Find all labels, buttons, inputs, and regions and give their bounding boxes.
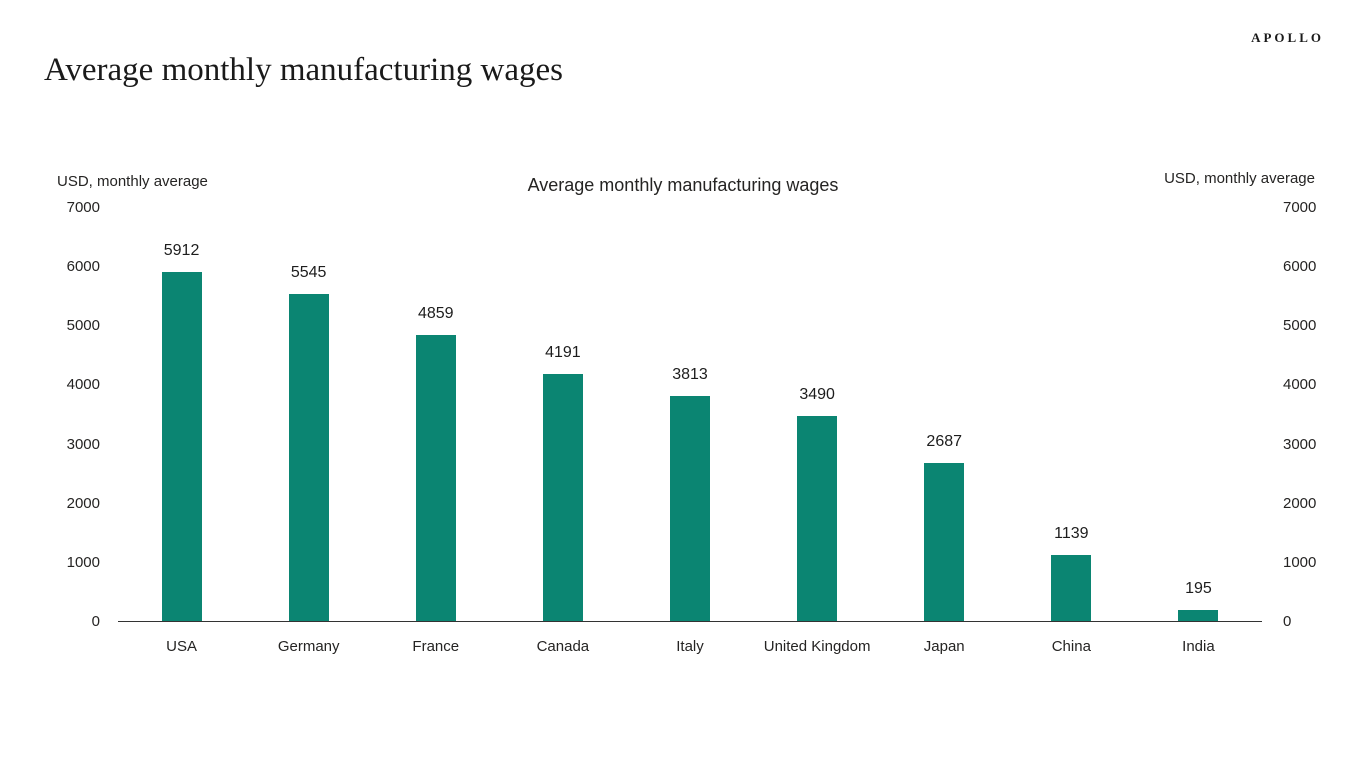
y-axis-tick-left: 6000 [66, 258, 100, 276]
x-axis-category-label: Canada [536, 638, 590, 655]
bar-value-label: 1139 [1054, 525, 1089, 542]
y-axis-tick-left: 1000 [66, 553, 100, 571]
bar-india [1178, 610, 1219, 621]
bar-france [415, 335, 456, 621]
y-axis-tick-right: 4000 [1283, 376, 1317, 394]
x-axis-category-label: Italy [676, 638, 704, 655]
bar-italy [670, 396, 710, 621]
bar-value-label: 5545 [290, 264, 327, 281]
bar-value-label: 4859 [417, 305, 454, 322]
bar-value-label: 3490 [799, 386, 835, 403]
bar-usa [161, 272, 202, 621]
y-axis-tick-left: 5000 [66, 317, 100, 335]
y-axis-tick-right: 6000 [1283, 258, 1317, 276]
bar-canada [542, 374, 583, 621]
bar-value-label: 5912 [163, 242, 200, 259]
y-axis-tick-right: 5000 [1283, 317, 1317, 335]
y-axis-tick-left: 4000 [66, 376, 100, 394]
bar-value-label: 195 [1185, 580, 1212, 597]
bar-germany [288, 294, 329, 621]
bar-japan [924, 463, 965, 621]
y-axis-unit-label-right: USD, monthly average [1164, 170, 1315, 187]
apollo-logo: APOLLO [1251, 30, 1324, 45]
x-axis-category-label: China [1051, 638, 1091, 655]
x-axis-line [118, 621, 1262, 622]
page-title: Average monthly manufacturing wages [44, 52, 563, 88]
y-axis-tick-right: 7000 [1283, 199, 1317, 216]
y-axis-tick-left: 3000 [66, 435, 100, 453]
bar-united-kingdom [797, 416, 838, 621]
bar-value-label: 2687 [926, 433, 963, 450]
chart-title: Average monthly manufacturing wages [527, 175, 839, 195]
x-axis-category-label: United Kingdom [763, 638, 871, 655]
x-axis-category-label: India [1182, 638, 1215, 655]
y-axis-unit-label-left: USD, monthly average [57, 173, 208, 190]
x-axis-category-label: France [412, 638, 460, 655]
x-axis-category-label: Germany [277, 638, 340, 655]
y-axis-tick-right: 2000 [1283, 494, 1317, 512]
y-axis-tick-right: 0 [1283, 613, 1292, 630]
x-axis-category-label: USA [166, 638, 197, 655]
bar-china [1051, 555, 1092, 621]
bar-value-label: 3813 [672, 366, 708, 383]
bar-value-label: 4191 [545, 344, 581, 361]
y-axis-tick-right: 3000 [1283, 435, 1317, 453]
y-axis-tick-left: 2000 [66, 494, 100, 512]
y-axis-tick-right: 1000 [1283, 553, 1317, 571]
y-axis-tick-left: 7000 [66, 199, 100, 216]
y-axis-tick-left: 0 [91, 613, 100, 630]
x-axis-category-label: Japan [923, 638, 965, 655]
